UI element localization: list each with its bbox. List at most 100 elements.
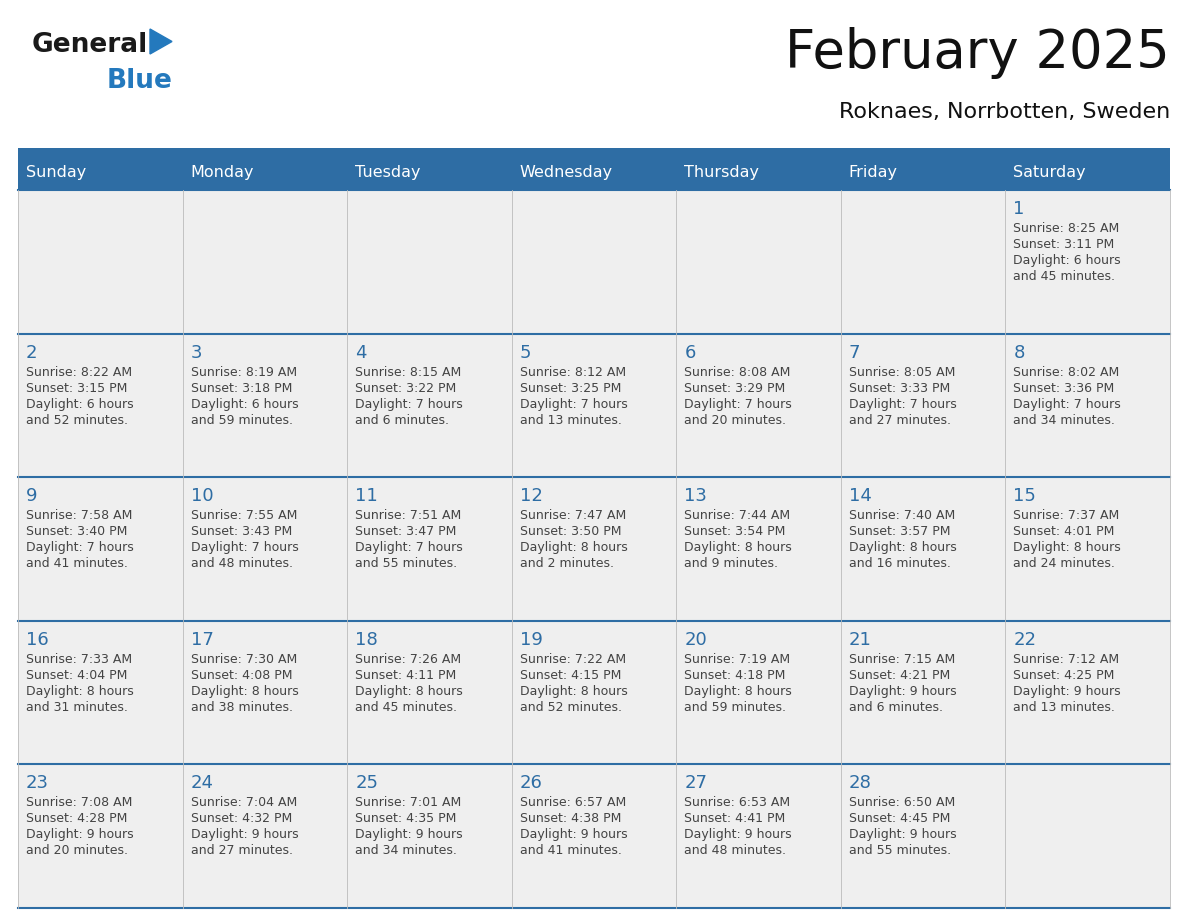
Text: Sunset: 3:43 PM: Sunset: 3:43 PM <box>190 525 292 538</box>
Text: 6: 6 <box>684 343 696 362</box>
Text: Sunrise: 8:19 AM: Sunrise: 8:19 AM <box>190 365 297 378</box>
Text: Daylight: 7 hours: Daylight: 7 hours <box>684 397 792 410</box>
Text: Sunrise: 7:44 AM: Sunrise: 7:44 AM <box>684 509 790 522</box>
Text: 11: 11 <box>355 487 378 505</box>
Text: Blue: Blue <box>107 68 173 94</box>
Polygon shape <box>150 29 172 54</box>
Text: and 52 minutes.: and 52 minutes. <box>26 414 128 427</box>
Text: Daylight: 7 hours: Daylight: 7 hours <box>1013 397 1121 410</box>
Text: Sunrise: 7:26 AM: Sunrise: 7:26 AM <box>355 653 461 666</box>
Text: Daylight: 8 hours: Daylight: 8 hours <box>190 685 298 698</box>
Text: Saturday: Saturday <box>1013 164 1086 180</box>
Text: Daylight: 6 hours: Daylight: 6 hours <box>26 397 133 410</box>
Text: Daylight: 9 hours: Daylight: 9 hours <box>190 828 298 842</box>
Text: Sunset: 3:50 PM: Sunset: 3:50 PM <box>519 525 621 538</box>
Text: and 48 minutes.: and 48 minutes. <box>684 845 786 857</box>
Text: Sunrise: 7:15 AM: Sunrise: 7:15 AM <box>849 653 955 666</box>
Text: Sunset: 4:11 PM: Sunset: 4:11 PM <box>355 669 456 682</box>
Text: Sunrise: 7:55 AM: Sunrise: 7:55 AM <box>190 509 297 522</box>
Bar <box>183 621 347 765</box>
Bar <box>512 190 676 333</box>
Bar <box>183 333 347 477</box>
Text: Daylight: 6 hours: Daylight: 6 hours <box>1013 254 1121 267</box>
Text: Daylight: 8 hours: Daylight: 8 hours <box>26 685 134 698</box>
Text: Monday: Monday <box>190 164 254 180</box>
Text: and 55 minutes.: and 55 minutes. <box>355 557 457 570</box>
Text: 24: 24 <box>190 775 214 792</box>
Bar <box>676 152 841 190</box>
Text: 8: 8 <box>1013 343 1025 362</box>
Bar <box>183 477 347 621</box>
Text: Daylight: 7 hours: Daylight: 7 hours <box>849 397 956 410</box>
Bar <box>183 190 347 333</box>
Bar <box>347 190 512 333</box>
Text: Daylight: 8 hours: Daylight: 8 hours <box>519 542 627 554</box>
Bar <box>18 621 183 765</box>
Text: Friday: Friday <box>849 164 898 180</box>
Text: Daylight: 8 hours: Daylight: 8 hours <box>355 685 463 698</box>
Text: Roknaes, Norrbotten, Sweden: Roknaes, Norrbotten, Sweden <box>839 102 1170 122</box>
Text: Sunset: 3:54 PM: Sunset: 3:54 PM <box>684 525 785 538</box>
Text: 20: 20 <box>684 631 707 649</box>
Text: Sunset: 3:18 PM: Sunset: 3:18 PM <box>190 382 292 395</box>
Text: Sunday: Sunday <box>26 164 87 180</box>
Text: 21: 21 <box>849 631 872 649</box>
Text: Sunrise: 8:22 AM: Sunrise: 8:22 AM <box>26 365 132 378</box>
Text: Sunset: 3:29 PM: Sunset: 3:29 PM <box>684 382 785 395</box>
Text: Sunset: 4:18 PM: Sunset: 4:18 PM <box>684 669 785 682</box>
Bar <box>347 333 512 477</box>
Text: Sunrise: 6:57 AM: Sunrise: 6:57 AM <box>519 797 626 810</box>
Text: and 20 minutes.: and 20 minutes. <box>684 414 786 427</box>
Text: and 2 minutes.: and 2 minutes. <box>519 557 614 570</box>
Text: Sunset: 3:47 PM: Sunset: 3:47 PM <box>355 525 456 538</box>
Text: Daylight: 9 hours: Daylight: 9 hours <box>1013 685 1121 698</box>
Text: Sunset: 3:22 PM: Sunset: 3:22 PM <box>355 382 456 395</box>
Text: Sunrise: 8:25 AM: Sunrise: 8:25 AM <box>1013 222 1119 235</box>
Text: Sunset: 3:33 PM: Sunset: 3:33 PM <box>849 382 950 395</box>
Text: Daylight: 6 hours: Daylight: 6 hours <box>190 397 298 410</box>
Text: and 34 minutes.: and 34 minutes. <box>355 845 457 857</box>
Bar <box>512 477 676 621</box>
Text: 22: 22 <box>1013 631 1036 649</box>
Text: Sunrise: 8:08 AM: Sunrise: 8:08 AM <box>684 365 791 378</box>
Text: Sunrise: 7:12 AM: Sunrise: 7:12 AM <box>1013 653 1119 666</box>
Text: and 27 minutes.: and 27 minutes. <box>190 845 292 857</box>
Bar <box>676 621 841 765</box>
Text: Sunrise: 7:08 AM: Sunrise: 7:08 AM <box>26 797 132 810</box>
Bar <box>676 477 841 621</box>
Text: Sunset: 4:04 PM: Sunset: 4:04 PM <box>26 669 127 682</box>
Bar <box>18 333 183 477</box>
Bar <box>841 621 1005 765</box>
Text: and 52 minutes.: and 52 minutes. <box>519 700 621 714</box>
Text: Daylight: 8 hours: Daylight: 8 hours <box>519 685 627 698</box>
Text: Sunrise: 7:22 AM: Sunrise: 7:22 AM <box>519 653 626 666</box>
Text: 5: 5 <box>519 343 531 362</box>
Text: 15: 15 <box>1013 487 1036 505</box>
Text: 14: 14 <box>849 487 872 505</box>
Text: and 45 minutes.: and 45 minutes. <box>1013 270 1116 283</box>
Text: Thursday: Thursday <box>684 164 759 180</box>
Bar <box>841 477 1005 621</box>
Text: 7: 7 <box>849 343 860 362</box>
Text: and 55 minutes.: and 55 minutes. <box>849 845 950 857</box>
Bar <box>1005 190 1170 333</box>
Bar <box>1005 477 1170 621</box>
Text: Daylight: 7 hours: Daylight: 7 hours <box>355 397 463 410</box>
Text: Daylight: 9 hours: Daylight: 9 hours <box>519 828 627 842</box>
Bar <box>18 765 183 908</box>
Text: Daylight: 9 hours: Daylight: 9 hours <box>849 828 956 842</box>
Bar <box>676 765 841 908</box>
Text: 12: 12 <box>519 487 543 505</box>
Text: Daylight: 7 hours: Daylight: 7 hours <box>26 542 134 554</box>
Text: 4: 4 <box>355 343 367 362</box>
Bar <box>347 765 512 908</box>
Text: 3: 3 <box>190 343 202 362</box>
Text: 16: 16 <box>26 631 49 649</box>
Text: 26: 26 <box>519 775 543 792</box>
Text: Daylight: 9 hours: Daylight: 9 hours <box>849 685 956 698</box>
Text: and 41 minutes.: and 41 minutes. <box>26 557 128 570</box>
Bar <box>1005 621 1170 765</box>
Bar <box>1005 152 1170 190</box>
Text: 9: 9 <box>26 487 38 505</box>
Text: 18: 18 <box>355 631 378 649</box>
